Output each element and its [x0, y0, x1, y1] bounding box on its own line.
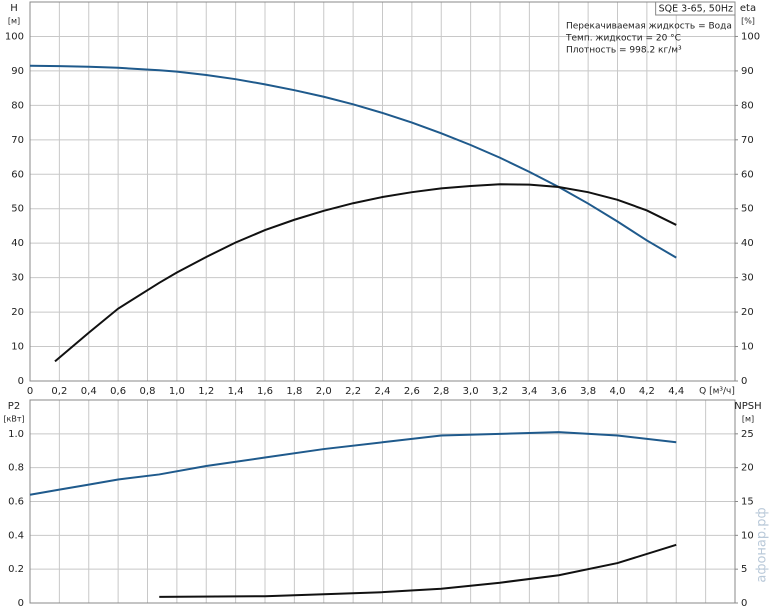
- y-tick-label: 0.6: [8, 497, 24, 508]
- curve: [159, 543, 677, 598]
- x-tick-label: 4,2: [639, 386, 655, 397]
- watermark: афонар.рф: [755, 507, 770, 582]
- x-tick-label: 2,6: [404, 386, 420, 397]
- y2-tick-label: 20: [741, 307, 754, 318]
- y-tick-label: 0: [18, 598, 24, 609]
- y-axis-unit: [м]: [8, 17, 20, 26]
- x-tick-label: 2,8: [433, 386, 449, 397]
- x-tick-label: 1,8: [286, 386, 302, 397]
- y-tick-label: 20: [11, 307, 24, 318]
- y-tick-label: 80: [11, 100, 24, 111]
- y2-tick-label: 90: [741, 66, 754, 77]
- y-tick-label: 0.8: [8, 463, 24, 474]
- y-tick-label: 30: [11, 273, 24, 284]
- y2-tick-label: 40: [741, 238, 754, 249]
- y-tick-label: 50: [11, 204, 24, 215]
- x-tick-label: 1,0: [169, 386, 185, 397]
- y-tick-label: 0.2: [8, 564, 24, 575]
- title-box: [655, 1, 736, 16]
- y-axis-label: P2: [8, 401, 20, 412]
- x-tick-label: 0,8: [140, 386, 156, 397]
- y-axis-unit: [кВт]: [3, 415, 24, 424]
- y-axis-label: H: [10, 3, 18, 14]
- y2-tick-label: 0: [741, 376, 747, 387]
- y2-tick-label: 100: [741, 31, 760, 42]
- curve: [29, 64, 677, 259]
- plot-frame: [29, 1, 736, 382]
- y2-tick-label: 50: [741, 204, 754, 215]
- x-tick-label: 3,0: [463, 386, 479, 397]
- curve: [29, 431, 677, 496]
- x-tick-label: 2,0: [316, 386, 332, 397]
- y2-tick-label: 30: [741, 273, 754, 284]
- x-tick-label: 4,4: [668, 386, 684, 397]
- x-tick-label: 3,4: [521, 386, 537, 397]
- y2-tick-label: 60: [741, 169, 754, 180]
- y2-axis-unit: [м]: [742, 415, 754, 424]
- x-tick-label: 1,2: [198, 386, 214, 397]
- curve: [54, 183, 677, 363]
- y-tick-label: 100: [5, 31, 24, 42]
- y2-tick-label: 20: [741, 463, 754, 474]
- y2-tick-label: 10: [741, 530, 754, 541]
- y-tick-label: 1.0: [8, 429, 24, 440]
- plot-frame: [29, 399, 736, 604]
- y-tick-label: 40: [11, 238, 24, 249]
- y2-tick-label: 15: [741, 497, 754, 508]
- y2-axis-label: eta: [740, 3, 756, 14]
- x-tick-label: 1,6: [257, 386, 273, 397]
- chart-title: SQE 3-65, 50Hz: [659, 4, 733, 15]
- x-tick-label: 1,4: [228, 386, 244, 397]
- note: Перекачиваемая жидкость = Вода: [566, 22, 732, 32]
- y2-axis-unit: [%]: [741, 17, 755, 26]
- note: Плотность = 998.2 кг/м³: [566, 46, 682, 56]
- x-tick-label: 0: [27, 386, 33, 397]
- y2-tick-label: 25: [741, 429, 754, 440]
- x-tick-label: 2,2: [345, 386, 361, 397]
- x-axis-label: Q [м³/ч]: [699, 387, 735, 397]
- x-tick-label: 2,4: [375, 386, 391, 397]
- y2-tick-label: 5: [741, 564, 747, 575]
- y-tick-label: 60: [11, 169, 24, 180]
- x-tick-label: 4,0: [610, 386, 626, 397]
- x-tick-label: 0,6: [110, 386, 126, 397]
- y2-tick-label: 10: [741, 342, 754, 353]
- y-tick-label: 0: [18, 376, 24, 387]
- y-tick-label: 0.4: [8, 530, 24, 541]
- y2-axis-label: NPSH: [734, 401, 761, 412]
- note: Темп. жидкости = 20 °C: [565, 34, 681, 44]
- x-tick-label: 0,4: [81, 386, 97, 397]
- y2-tick-label: 0: [741, 598, 747, 609]
- x-tick-label: 3,2: [492, 386, 508, 397]
- y-tick-label: 10: [11, 342, 24, 353]
- x-tick-label: 3,6: [551, 386, 567, 397]
- y-tick-label: 90: [11, 66, 24, 77]
- x-tick-label: 0,2: [51, 386, 67, 397]
- y-tick-label: 70: [11, 135, 24, 146]
- x-tick-label: 3,8: [580, 386, 596, 397]
- y2-tick-label: 80: [741, 100, 754, 111]
- y2-tick-label: 70: [741, 135, 754, 146]
